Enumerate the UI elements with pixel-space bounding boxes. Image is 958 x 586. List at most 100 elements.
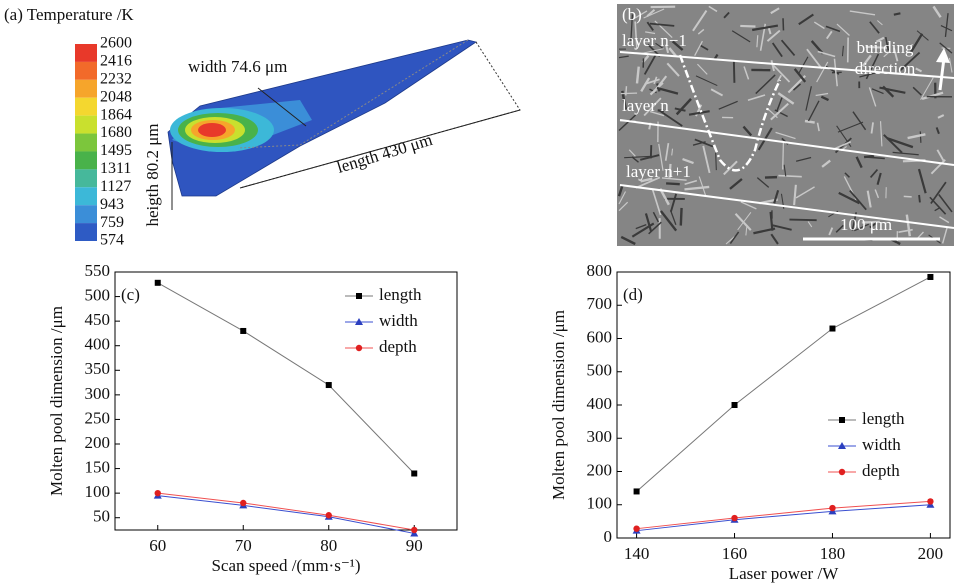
sem-texture: [666, 183, 680, 184]
marker: [155, 490, 161, 496]
marker: [829, 505, 835, 511]
colorbar-segment: [75, 80, 97, 98]
legend-label: length: [379, 285, 422, 304]
y-tick-label: 700: [587, 294, 613, 313]
x-tick-label: 160: [722, 544, 748, 563]
colorbar-segment: [75, 205, 97, 223]
plot-frame: [617, 272, 950, 538]
x-axis-label: Laser power /W: [729, 564, 839, 583]
legend-label: width: [379, 311, 418, 330]
legend-label: depth: [862, 461, 900, 480]
layer-label: layer n: [622, 96, 669, 115]
marker: [927, 274, 933, 280]
marker: [356, 345, 362, 351]
x-tick-label: 180: [820, 544, 846, 563]
colorbar-label: 2600: [100, 35, 132, 52]
marker: [839, 469, 845, 475]
y-tick-label: 250: [85, 408, 111, 427]
y-tick-label: 200: [587, 460, 613, 479]
colorbar-label: 2048: [100, 88, 132, 105]
y-tick-label: 450: [85, 310, 111, 329]
x-tick-label: 80: [320, 536, 337, 555]
colorbar-segment: [75, 116, 97, 134]
sem-texture: [864, 156, 874, 157]
y-tick-label: 150: [85, 457, 111, 476]
colorbar-segment: [75, 187, 97, 205]
series-line: [637, 505, 931, 531]
marker: [732, 402, 738, 408]
scale-bar-label: 100 μm: [840, 215, 892, 234]
sem-texture: [894, 13, 901, 14]
x-tick-label: 200: [918, 544, 944, 563]
marker: [240, 328, 246, 334]
y-tick-label: 600: [587, 327, 613, 346]
colorbar-label: 1127: [100, 178, 131, 195]
y-tick-label: 100: [587, 494, 613, 513]
sem-texture: [783, 142, 784, 169]
direction-label-box: building direction: [835, 37, 935, 83]
marker: [326, 512, 332, 518]
colorbar-label: 1495: [100, 142, 132, 159]
panel-a-title: (a) Temperature /K: [4, 5, 134, 24]
colorbar-label: 1311: [100, 160, 131, 177]
y-axis-label: Molten pool dimension /μm: [549, 310, 568, 500]
x-tick-label: 140: [624, 544, 650, 563]
legend-label: width: [862, 435, 901, 454]
x-tick-label: 90: [406, 536, 423, 555]
sem-texture: [789, 220, 816, 221]
marker: [829, 326, 835, 332]
y-tick-label: 350: [85, 359, 111, 378]
marker: [411, 470, 417, 476]
y-tick-label: 100: [85, 482, 111, 501]
direction-label: building direction: [835, 37, 935, 79]
colorbar-segment: [75, 44, 97, 62]
series-line: [637, 277, 931, 491]
x-axis-label: Scan speed /(mm·s⁻¹): [211, 556, 360, 575]
marker: [155, 280, 161, 286]
colorbar-segment: [75, 62, 97, 80]
y-tick-label: 550: [85, 261, 111, 280]
colorbar-segment: [75, 151, 97, 169]
marker: [927, 498, 933, 504]
layer-label: layer n−1: [622, 31, 687, 50]
marker: [634, 488, 640, 494]
sem-texture: [920, 131, 921, 142]
colorbar-label: 574: [100, 232, 124, 249]
y-tick-label: 300: [587, 427, 613, 446]
colorbar-label: 2416: [100, 53, 132, 70]
length-annotation: length 430 μm: [334, 130, 434, 177]
y-tick-label: 50: [93, 507, 110, 526]
sem-texture: [919, 195, 920, 202]
marker: [839, 417, 845, 423]
sem-texture: [740, 26, 755, 27]
series-line: [158, 496, 415, 534]
sem-texture: [805, 121, 815, 123]
marker: [411, 527, 417, 533]
panel-label: (c): [121, 285, 140, 304]
colorbar-label: 2232: [100, 70, 132, 87]
y-tick-label: 400: [587, 394, 613, 413]
y-tick-label: 200: [85, 433, 111, 452]
colorbar-label: 759: [100, 214, 124, 231]
sem-texture: [626, 86, 627, 95]
y-tick-label: 500: [85, 285, 111, 304]
legend-label: depth: [379, 337, 417, 356]
width-annotation: width 74.6 μm: [188, 57, 287, 76]
panel-label: (d): [623, 285, 643, 304]
x-tick-label: 70: [235, 536, 252, 555]
layer-label: layer n+1: [626, 162, 691, 181]
y-tick-label: 500: [587, 361, 613, 380]
colorbar-segment: [75, 223, 97, 241]
x-tick-label: 60: [149, 536, 166, 555]
y-axis-label: Molten pool dimension /μm: [47, 306, 66, 496]
sem-texture: [904, 196, 912, 197]
colorbar-segment: [75, 134, 97, 152]
sem-texture: [637, 67, 639, 84]
sem-texture: [734, 61, 735, 83]
marker: [731, 515, 737, 521]
marker: [326, 382, 332, 388]
height-annotation: heigth 80.2 μm: [143, 123, 162, 226]
colorbar-segment: [75, 98, 97, 116]
colorbar-label: 1680: [100, 124, 132, 141]
y-tick-label: 300: [85, 384, 111, 403]
